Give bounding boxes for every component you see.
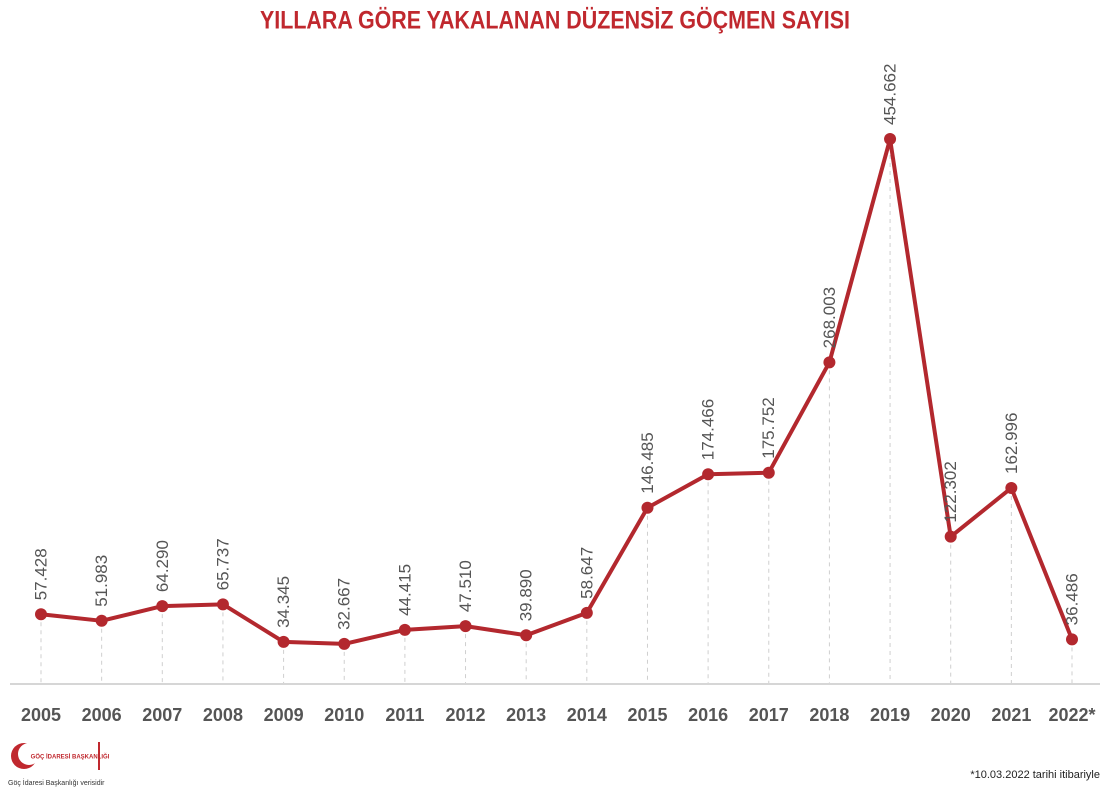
x-tick-label: 2005	[21, 705, 61, 725]
x-tick-label: 2009	[264, 705, 304, 725]
point	[398, 623, 411, 636]
data-label: 65.737	[213, 538, 232, 590]
data-label: 454.662	[881, 64, 900, 125]
point	[641, 501, 654, 514]
data-label: 162.996	[1002, 413, 1021, 474]
x-tick-label: 2018	[809, 705, 849, 725]
point	[884, 133, 897, 145]
series-line	[40, 137, 1074, 646]
footnote: *10.03.2022 tarihi itibariyle	[970, 769, 1100, 781]
data-label: 39.890	[517, 569, 536, 621]
x-tick-label: 2014	[567, 705, 607, 725]
point	[580, 606, 593, 619]
data-label: 64.290	[153, 540, 172, 592]
logo	[11, 742, 100, 770]
point	[156, 600, 169, 613]
data-label: 146.485	[638, 432, 657, 493]
data-label: 34.345	[274, 576, 293, 628]
data-label: 122.302	[941, 461, 960, 522]
chart-title: YILLARA GÖRE YAKALANAN DÜZENSİZ GÖÇMEN S…	[260, 6, 850, 35]
point	[520, 629, 533, 642]
x-tick-label: 2020	[931, 705, 971, 725]
data-label: 58.647	[577, 547, 596, 599]
x-tick-label: 2022*	[1048, 705, 1095, 725]
x-tick-label: 2007	[142, 705, 182, 725]
source: Göç İdaresi Başkanlığı verisidir	[8, 778, 105, 787]
x-tick-label: 2016	[688, 705, 728, 725]
x-tick-label: 2012	[446, 705, 486, 725]
point	[216, 598, 229, 611]
data-label: 32.667	[335, 578, 354, 630]
point	[277, 635, 290, 648]
point	[95, 614, 108, 627]
point	[35, 608, 47, 621]
x-tick-label: 2019	[870, 705, 910, 725]
x-tick-label: 2021	[991, 705, 1031, 725]
data-label: 51.983	[92, 555, 111, 607]
data-label: 36.486	[1062, 573, 1081, 625]
x-tick-label: 2011	[385, 705, 424, 725]
x-tick-label: 2008	[203, 705, 243, 725]
data-label: 47.510	[456, 560, 475, 612]
point	[338, 637, 351, 650]
source-org: GÖÇ İDARESİ BAŞKANLIĞI	[31, 753, 110, 761]
point	[1066, 633, 1078, 646]
data-label: 44.415	[395, 564, 414, 616]
x-tick-label: 2013	[506, 705, 546, 725]
x-tick-label: 2017	[749, 705, 789, 725]
point	[823, 356, 836, 369]
data-label: 268.003	[820, 287, 839, 348]
point	[459, 620, 472, 633]
data-label: 175.752	[759, 397, 778, 458]
point	[944, 530, 957, 543]
data-label: 174.466	[699, 399, 718, 460]
x-tick-label: 2006	[82, 705, 122, 725]
x-tick-label: 2010	[324, 705, 364, 725]
point	[1005, 481, 1018, 494]
data-label: 57.428	[31, 548, 50, 600]
x-tick-label: 2015	[627, 705, 667, 725]
point	[702, 468, 715, 481]
point	[762, 466, 775, 479]
